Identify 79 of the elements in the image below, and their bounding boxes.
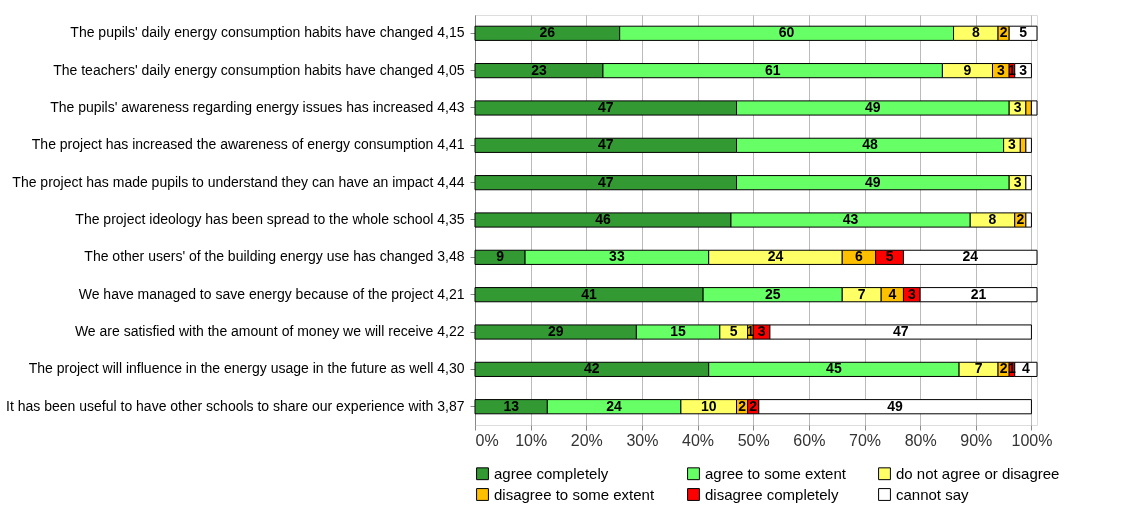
data-label: 49 [865, 173, 881, 190]
x-tick-label: 70% [848, 431, 882, 449]
y-tick-label: The other users' of the building energy use has changed 3,48 [84, 248, 465, 265]
x-tick-label: 50% [737, 431, 770, 449]
x-tick-label: 100% [1011, 431, 1053, 449]
y-tick-label: We are satisfied with the amount of money we will receive 4,22 [74, 323, 465, 340]
data-label: 47 [597, 136, 614, 153]
legend-label: cannot say [896, 485, 970, 503]
legend-label: agree to some extent [705, 464, 847, 482]
legend-label: do not agree or disagree [896, 464, 1060, 482]
data-label: 3 [996, 61, 1005, 78]
y-tick-label: The pupils' awareness regarding energy issues has increased 4,43 [50, 98, 465, 115]
data-label: 2 [999, 24, 1008, 41]
data-label: 8 [988, 211, 997, 227]
data-label: 2 [999, 360, 1008, 377]
data-label: 47 [597, 98, 614, 115]
data-label: 26 [539, 24, 556, 41]
data-label: 10 [700, 397, 717, 414]
data-label: 24 [606, 397, 623, 414]
x-tick-label: 90% [960, 431, 993, 449]
data-label: 3 [1013, 98, 1022, 115]
data-label: 5 [1019, 24, 1028, 41]
data-label: 2 [749, 397, 758, 414]
y-tick-label: The project has increased the awareness of energy consumption 4,41 [31, 136, 465, 153]
data-label: 25 [764, 285, 781, 302]
x-tick-label: 60% [793, 431, 826, 449]
y-tick-label: It has been useful to have other schools to share our experience with 3,87 [6, 397, 465, 414]
data-label: 6 [855, 248, 864, 265]
data-label: 49 [887, 397, 904, 414]
legend-label: agree completely [494, 464, 609, 482]
x-tick-label: 30% [626, 431, 659, 449]
x-tick-label: 40% [682, 431, 715, 449]
data-label: 7 [857, 285, 866, 302]
data-label: 5 [729, 323, 738, 340]
x-tick-label: 80% [904, 431, 937, 449]
data-label: 46 [595, 211, 611, 227]
data-label: 3 [1019, 61, 1028, 78]
x-tick-label: 10% [515, 431, 548, 449]
x-tick-label: 20% [570, 431, 603, 449]
data-label: 2 [738, 397, 747, 414]
data-label: 9 [496, 248, 505, 265]
data-label: 47 [892, 323, 909, 340]
data-label: 2 [1016, 211, 1025, 227]
data-label: 33 [609, 248, 625, 265]
data-label: 3 [757, 323, 766, 340]
data-label: 47 [597, 173, 614, 190]
data-label: 23 [531, 61, 547, 78]
legend-label: disagree to some extent [494, 485, 655, 503]
data-label: 13 [503, 397, 520, 414]
data-label: 5 [885, 248, 894, 265]
data-label: 49 [865, 98, 881, 115]
x-tick-label: 0% [475, 431, 499, 449]
data-label: 29 [547, 323, 564, 340]
data-label: 15 [670, 323, 687, 340]
data-label: 3 [1013, 173, 1022, 190]
data-label: 60 [778, 24, 795, 41]
data-label: 4 [1021, 360, 1030, 377]
y-tick-label: We have managed to save energy because of the project 4,21 [78, 285, 465, 302]
y-tick-label: The pupils' daily energy consumption habits have changed 4,15 [70, 24, 465, 41]
data-label: 24 [962, 248, 979, 265]
data-label: 48 [862, 136, 879, 153]
data-label: 3 [1008, 136, 1017, 153]
y-tick-label: The project ideology has been spread to the whole school 4,35 [75, 211, 465, 227]
data-label: 42 [584, 360, 600, 377]
y-tick-label: The project has made pupils to understand they can have an impact 4,44 [12, 173, 465, 190]
data-label: 41 [581, 285, 598, 302]
data-label: 61 [764, 61, 781, 78]
data-label: 43 [842, 211, 859, 227]
data-label: 45 [826, 360, 842, 377]
y-tick-label: The teachers' daily energy consumption habits have changed 4,05 [53, 61, 465, 78]
data-label: 3 [907, 285, 916, 302]
data-label: 9 [963, 61, 972, 78]
data-label: 7 [974, 360, 983, 377]
data-label: 21 [970, 285, 987, 302]
data-label: 4 [888, 285, 897, 302]
y-tick-label: The project will influence in the energy usage in the future as well 4,30 [28, 360, 465, 377]
data-label: 8 [971, 24, 980, 41]
data-label: 24 [767, 248, 784, 265]
legend-label: disagree completely [705, 485, 839, 503]
